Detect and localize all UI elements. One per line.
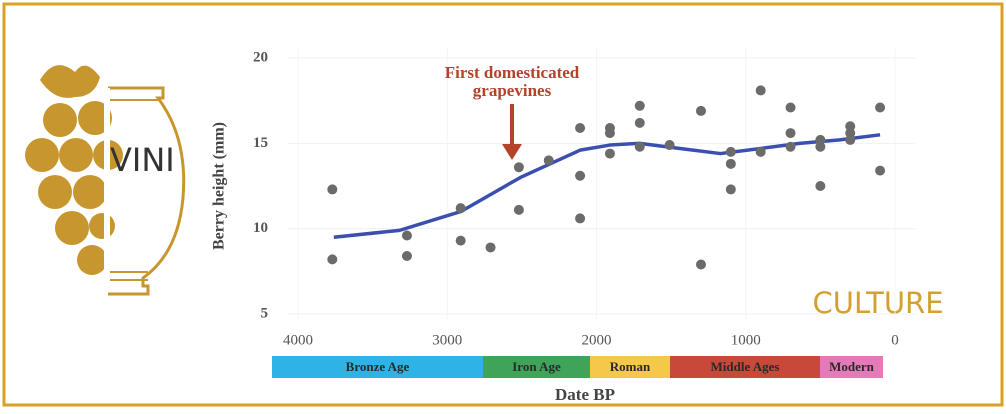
data-point bbox=[634, 100, 645, 111]
period-band bbox=[820, 356, 883, 378]
data-point bbox=[485, 242, 496, 253]
data-point bbox=[327, 184, 338, 195]
data-point bbox=[575, 170, 586, 181]
period-label: Middle Ages bbox=[711, 359, 780, 374]
annotation-arrowhead bbox=[502, 144, 522, 160]
data-point bbox=[785, 128, 796, 139]
tagline: CULTURE bbox=[812, 286, 943, 320]
data-point bbox=[785, 102, 796, 113]
data-point bbox=[845, 134, 856, 145]
grape bbox=[77, 245, 107, 275]
grape bbox=[43, 103, 77, 137]
period-label: Roman bbox=[610, 359, 651, 374]
data-point bbox=[725, 158, 736, 169]
data-point bbox=[664, 140, 675, 151]
x-tick-label: 3000 bbox=[432, 332, 462, 348]
period-band bbox=[483, 356, 590, 378]
grape bbox=[38, 175, 72, 209]
period-band bbox=[590, 356, 670, 378]
x-tick-label: 1000 bbox=[731, 332, 761, 348]
data-point bbox=[604, 128, 615, 139]
grape bbox=[89, 213, 115, 239]
data-point bbox=[543, 155, 554, 166]
logo bbox=[25, 65, 186, 296]
grape bbox=[55, 211, 89, 245]
data-point bbox=[875, 165, 886, 176]
logo-text: VINI bbox=[110, 141, 175, 179]
data-point bbox=[815, 181, 826, 191]
y-tick-label: 20 bbox=[253, 49, 268, 65]
data-point bbox=[725, 184, 736, 195]
period-band bbox=[272, 356, 483, 378]
data-point bbox=[455, 203, 466, 214]
data-point bbox=[575, 213, 586, 224]
data-point bbox=[513, 204, 524, 215]
x-axis-label: Date BP bbox=[555, 385, 615, 404]
grape bbox=[59, 138, 93, 172]
data-point bbox=[815, 141, 826, 152]
data-point bbox=[875, 102, 886, 113]
y-tick-label: 15 bbox=[253, 135, 268, 151]
y-tick-label: 5 bbox=[261, 305, 269, 321]
data-point bbox=[634, 141, 645, 152]
period-label: Bronze Age bbox=[346, 359, 410, 374]
amphora-cut bbox=[104, 88, 110, 288]
data-point bbox=[755, 85, 766, 96]
period-band bbox=[670, 356, 820, 378]
data-point bbox=[725, 146, 736, 157]
period-label: Iron Age bbox=[512, 359, 561, 374]
amphora-lines bbox=[108, 99, 158, 281]
data-point bbox=[327, 254, 338, 265]
data-point bbox=[695, 259, 706, 270]
annotation-text: grapevines bbox=[473, 81, 552, 100]
data-point bbox=[604, 148, 615, 159]
data-point bbox=[401, 250, 412, 261]
data-point bbox=[575, 122, 586, 133]
data-point bbox=[455, 235, 466, 246]
annotation-text: First domesticated bbox=[445, 63, 580, 82]
x-tick-label: 2000 bbox=[582, 332, 612, 348]
y-tick-label: 10 bbox=[253, 220, 268, 236]
frame bbox=[2, 2, 1004, 407]
data-point bbox=[755, 146, 766, 157]
data-point bbox=[401, 230, 412, 241]
y-axis-label: Berry height (mm) bbox=[211, 122, 228, 250]
stem bbox=[73, 73, 96, 96]
data-point bbox=[695, 105, 706, 116]
grape bbox=[25, 138, 59, 172]
grape bbox=[73, 175, 107, 209]
period-label: Modern bbox=[829, 359, 875, 374]
data-point bbox=[785, 141, 796, 152]
data-point bbox=[634, 117, 645, 128]
x-tick-label: 0 bbox=[891, 332, 899, 348]
leaf bbox=[40, 65, 100, 98]
data-point bbox=[513, 162, 524, 173]
x-tick-label: 4000 bbox=[283, 332, 313, 348]
amphora bbox=[108, 86, 186, 296]
grape bbox=[78, 101, 112, 135]
